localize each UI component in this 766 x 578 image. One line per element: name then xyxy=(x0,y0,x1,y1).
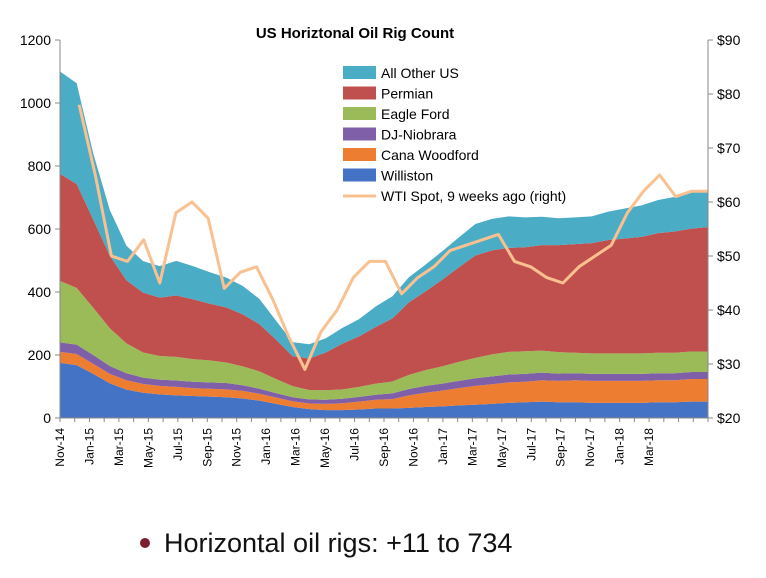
x-tick-label: Sep-15 xyxy=(200,428,214,467)
legend: All Other US Permian Eagle Ford DJ-Niobrara… xyxy=(343,65,566,204)
x-tick-label: Jul-15 xyxy=(171,428,185,461)
caption: Horizontal oil rigs: +11 to 734 xyxy=(140,528,512,559)
axes: 0 200 400 600 800 1000 1200 $20 $30 $40 $50 $60 $70 $… xyxy=(20,32,741,468)
legend-swatch xyxy=(343,168,376,182)
y-right-tick-label: $40 xyxy=(717,302,741,318)
legend-swatch xyxy=(343,107,376,120)
legend-label: Williston xyxy=(381,168,433,184)
stacked-areas xyxy=(60,71,708,418)
y-left-tick-label: 400 xyxy=(28,284,52,300)
y-left-tick-label: 0 xyxy=(43,410,51,426)
x-tick-label: May-16 xyxy=(318,428,332,468)
y-left-tick-label: 1200 xyxy=(20,32,51,48)
area-eagle-ford xyxy=(60,280,708,400)
x-tick-label: Jan-18 xyxy=(613,428,627,465)
y-right-tick-label: $30 xyxy=(717,356,741,372)
area-all-other-us xyxy=(60,71,708,359)
area-dj-niobrara xyxy=(60,342,708,404)
x-tick-label: Mar-15 xyxy=(112,428,126,466)
x-tick-label: Nov-15 xyxy=(230,428,244,467)
y-right-tick-label: $70 xyxy=(717,140,741,156)
rig-count-chart: US Horiztonal Oil Rig Count 0 200 400 600 80… xyxy=(20,25,741,468)
x-tick-label: Nov-17 xyxy=(583,428,597,467)
y-right-tick-label: $20 xyxy=(717,410,741,426)
x-tick-label: Jan-16 xyxy=(259,428,273,465)
legend-label: Eagle Ford xyxy=(381,106,449,122)
x-tick-label: Mar-16 xyxy=(289,428,303,466)
x-tick-label: May-17 xyxy=(495,428,509,468)
x-tick-label: Jan-15 xyxy=(82,428,96,465)
legend-label: DJ-Niobrara xyxy=(381,127,457,143)
legend-label: WTI Spot, 9 weeks ago (right) xyxy=(381,188,566,204)
y-left-tick-label: 200 xyxy=(28,347,52,363)
x-tick-label: Nov-16 xyxy=(406,428,420,467)
bullet-icon xyxy=(140,537,150,548)
y-right-tick-label: $60 xyxy=(717,194,741,210)
legend-swatch xyxy=(343,148,376,161)
legend-swatch xyxy=(343,86,376,100)
area-cana-woodford xyxy=(60,351,708,411)
area-permian xyxy=(60,173,708,391)
x-tick-label: Sep-17 xyxy=(554,428,568,467)
x-tick-label: Jan-17 xyxy=(436,428,450,465)
wti-line-group xyxy=(77,104,708,371)
y-right-tick-label: $90 xyxy=(717,32,741,48)
area-williston xyxy=(60,362,708,418)
legend-label: All Other US xyxy=(381,65,459,81)
x-tick-label: Jul-17 xyxy=(524,428,538,461)
legend-label: Cana Woodford xyxy=(381,147,479,163)
y-left-tick-label: 800 xyxy=(28,158,52,174)
x-tick-label: Mar-18 xyxy=(642,428,656,466)
chart-title: US Horiztonal Oil Rig Count xyxy=(256,25,454,42)
x-tick-label: Jul-16 xyxy=(348,428,362,461)
y-left-tick-label: 600 xyxy=(28,221,52,237)
x-tick-label: Mar-17 xyxy=(465,428,479,466)
legend-swatch xyxy=(343,127,376,141)
x-tick-label: Sep-16 xyxy=(377,428,391,467)
y-left-tick-label: 1000 xyxy=(20,95,51,111)
y-right-tick-label: $80 xyxy=(717,86,741,102)
legend-label: Permian xyxy=(381,86,433,102)
caption-text: Horizontal oil rigs: +11 to 734 xyxy=(164,528,513,558)
wti-line xyxy=(77,104,708,371)
x-tick-label: May-15 xyxy=(141,428,155,468)
x-tick-label: Nov-14 xyxy=(53,428,67,467)
legend-swatch xyxy=(343,66,376,79)
y-right-tick-label: $50 xyxy=(717,248,741,264)
